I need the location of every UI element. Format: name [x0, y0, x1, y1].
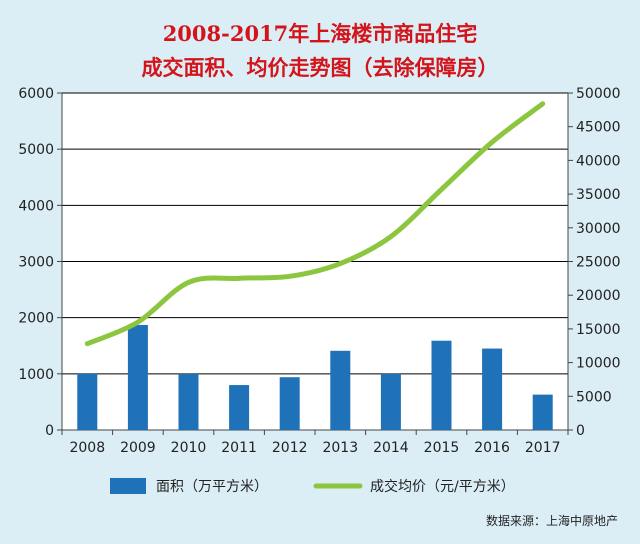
bar: [431, 340, 452, 430]
y-right-tick-label: 5000: [576, 389, 612, 405]
x-tick-label: 2016: [474, 440, 510, 456]
legend-label-line: 成交均价（元/平方米）: [370, 478, 515, 495]
y-left-tick-label: 1000: [18, 367, 54, 383]
y-right-tick-label: 10000: [576, 356, 621, 372]
y-left-tick-label: 0: [45, 423, 54, 439]
x-tick-label: 2015: [424, 440, 460, 456]
y-right-tick-label: 20000: [576, 288, 621, 304]
data-source-note: 数据来源：上海中原地产: [485, 514, 618, 528]
y-left-tick-label: 4000: [18, 198, 54, 214]
bar: [482, 348, 503, 430]
y-right-tick-label: 50000: [576, 86, 621, 102]
x-tick-label: 2009: [120, 440, 156, 456]
x-tick-label: 2013: [322, 440, 358, 456]
bar: [178, 373, 199, 430]
x-tick-label: 2011: [221, 440, 257, 456]
chart-subtitle: 成交面积、均价走势图（去除保障房）: [141, 55, 499, 80]
bar: [77, 373, 98, 430]
price-line: [84, 101, 546, 347]
legend-label-bar: 面积（万平方米）: [156, 479, 268, 495]
y-left-tick-label: 6000: [18, 86, 54, 102]
bar: [127, 324, 148, 430]
bar: [380, 373, 401, 430]
x-tick-label: 2010: [171, 440, 207, 456]
bar: [532, 394, 553, 430]
x-tick-label: 2008: [69, 440, 105, 456]
y-left-tick-label: 5000: [18, 142, 54, 158]
y-right-tick-label: 45000: [576, 120, 621, 136]
y-right-tick-label: 30000: [576, 221, 621, 237]
y-right-tick-label: 0: [576, 423, 585, 439]
x-tick-label: 2012: [272, 440, 308, 456]
x-tick-label: 2014: [373, 440, 409, 456]
bar: [330, 350, 351, 430]
y-left-tick-label: 3000: [18, 255, 54, 271]
bar: [279, 377, 300, 430]
bar: [229, 385, 250, 430]
legend-swatch-bar: [110, 478, 146, 494]
x-tick-label: 2017: [525, 440, 561, 456]
chart-title: 2008-2017年上海楼市商品住宅: [162, 21, 478, 46]
y-right-tick-label: 35000: [576, 187, 621, 203]
y-right-tick-label: 25000: [576, 255, 621, 271]
y-right-tick-label: 15000: [576, 322, 621, 338]
y-left-tick-label: 2000: [18, 311, 54, 327]
y-right-tick-label: 40000: [576, 153, 621, 169]
